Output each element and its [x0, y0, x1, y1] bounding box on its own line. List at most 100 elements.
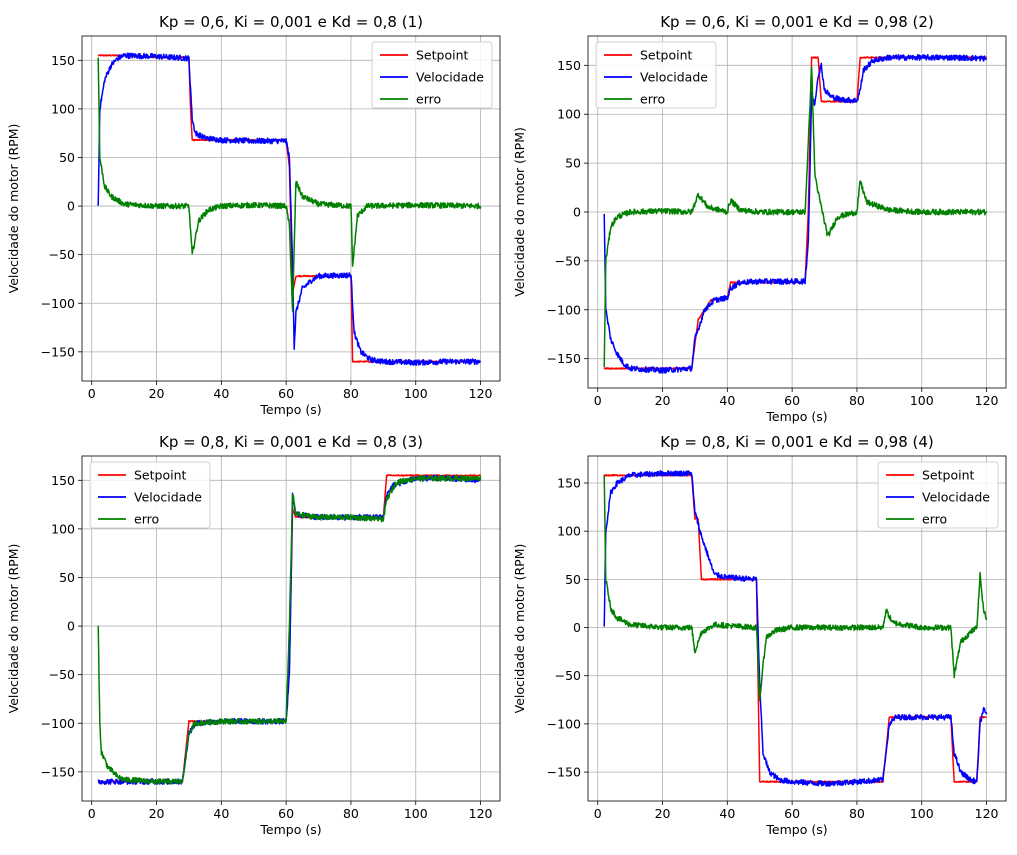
- chart-title: Kp = 0,8, Ki = 0,001 e Kd = 0,8 (3): [159, 433, 423, 451]
- y-tick-label: −150: [41, 764, 75, 779]
- axes-frame: [81, 455, 501, 802]
- legend: Setpoint Velocidade erro: [89, 461, 211, 529]
- y-axis-label: Velocidade do motor (RPM): [6, 544, 21, 714]
- y-axis-label: Velocidade do motor (RPM): [512, 127, 527, 297]
- axes-frame: [81, 35, 501, 382]
- y-tick-label: 0: [573, 620, 581, 635]
- x-tick-label: 40: [719, 393, 735, 408]
- y-tick-label: 0: [573, 205, 581, 220]
- series-erro-line: [97, 474, 482, 785]
- y-tick-label: 0: [67, 619, 75, 634]
- y-tick-label: −150: [547, 351, 581, 366]
- series-velocidade-line: [603, 470, 988, 787]
- x-tick-label: 0: [88, 806, 96, 821]
- x-tick-label: 40: [213, 806, 229, 821]
- x-tick-label: 100: [404, 386, 428, 401]
- x-tick-label: 60: [278, 806, 294, 821]
- x-tick-label: 100: [404, 806, 428, 821]
- y-tick-label: −150: [41, 344, 75, 359]
- y-tick-label: 50: [565, 156, 581, 171]
- chart-title: Kp = 0,8, Ki = 0,001 e Kd = 0,98 (4): [660, 433, 934, 451]
- x-axis-label: Tempo (s): [765, 822, 827, 837]
- series-erro-line: [603, 474, 988, 702]
- y-tick-label: 0: [67, 199, 75, 214]
- subplot-1: 0 20 40 60 80 100 120 −150 −100 −50 0 50 100 150 Kp = …: [6, 13, 501, 417]
- y-tick-label: 50: [565, 572, 581, 587]
- y-tick-label: −50: [49, 247, 75, 262]
- legend-label-setpoint: Setpoint: [134, 468, 187, 483]
- subplot-3: 0 20 40 60 80 100 120 −150 −100 −50 0 50 100 150 Kp = …: [6, 433, 501, 837]
- y-tick-label: 50: [59, 150, 75, 165]
- x-tick-label: 0: [88, 386, 96, 401]
- y-tick-label: −100: [41, 716, 75, 731]
- y-tick-label: −100: [41, 296, 75, 311]
- legend-box: [595, 41, 717, 109]
- y-tick-label: 150: [557, 475, 581, 490]
- legend-box: [89, 461, 211, 529]
- y-tick-label: 50: [59, 570, 75, 585]
- legend-label-setpoint: Setpoint: [640, 48, 693, 63]
- y-tick-label: −100: [547, 302, 581, 317]
- axes-frame: [587, 455, 1007, 802]
- x-tick-label: 120: [469, 806, 493, 821]
- chart-title: Kp = 0,6, Ki = 0,001 e Kd = 0,8 (1): [159, 13, 423, 31]
- series-erro-line: [97, 57, 482, 312]
- y-tick-label: −100: [547, 716, 581, 731]
- legend: Setpoint Velocidade erro: [877, 461, 999, 529]
- subplot-4: 0 20 40 60 80 100 120 −150 −100 −50 0 50 100 150 Kp = …: [512, 433, 1007, 837]
- legend-label-velocidade: Velocidade: [922, 490, 990, 505]
- y-tick-label: −50: [555, 668, 581, 683]
- y-tick-label: 100: [51, 521, 75, 536]
- x-axis-label: Tempo (s): [259, 402, 321, 417]
- y-tick-label: 100: [51, 101, 75, 116]
- y-axis-label: Velocidade do motor (RPM): [6, 124, 21, 294]
- y-tick-label: 150: [51, 53, 75, 68]
- x-tick-label: 20: [149, 806, 165, 821]
- series-velocidade-line: [603, 54, 988, 374]
- x-tick-label: 120: [975, 393, 999, 408]
- legend-label-velocidade: Velocidade: [640, 70, 708, 85]
- x-tick-label: 0: [594, 806, 602, 821]
- x-tick-label: 100: [910, 393, 934, 408]
- y-tick-label: 100: [557, 107, 581, 122]
- legend-label-setpoint: Setpoint: [922, 468, 975, 483]
- series-erro-line: [603, 66, 987, 368]
- x-tick-label: 20: [655, 806, 671, 821]
- x-tick-label: 80: [343, 386, 359, 401]
- x-tick-label: 80: [343, 806, 359, 821]
- x-tick-label: 20: [655, 393, 671, 408]
- x-tick-label: 120: [975, 806, 999, 821]
- legend-box: [371, 41, 493, 109]
- y-tick-label: −50: [49, 667, 75, 682]
- x-tick-label: 40: [213, 386, 229, 401]
- x-tick-label: 40: [719, 806, 735, 821]
- y-tick-label: 150: [51, 473, 75, 488]
- legend-label-erro: erro: [922, 512, 947, 527]
- y-tick-label: 100: [557, 524, 581, 539]
- chart-title: Kp = 0,6, Ki = 0,001 e Kd = 0,98 (2): [660, 13, 934, 31]
- legend: Setpoint Velocidade erro: [371, 41, 493, 109]
- legend-label-velocidade: Velocidade: [134, 490, 202, 505]
- x-tick-label: 60: [278, 386, 294, 401]
- legend-label-velocidade: Velocidade: [416, 70, 484, 85]
- x-tick-label: 80: [849, 806, 865, 821]
- legend-box: [877, 461, 999, 529]
- x-tick-label: 120: [469, 386, 493, 401]
- x-tick-label: 0: [594, 393, 602, 408]
- x-tick-label: 60: [784, 393, 800, 408]
- subplot-2: 0 20 40 60 80 100 120 −150 −100 −50 0 50 100 150 Kp = …: [512, 13, 1007, 424]
- legend-label-erro: erro: [640, 92, 665, 107]
- y-tick-label: −50: [555, 253, 581, 268]
- x-tick-label: 20: [149, 386, 165, 401]
- legend: Setpoint Velocidade erro: [595, 41, 717, 109]
- series-velocidade-line: [97, 52, 481, 366]
- y-tick-label: −150: [547, 765, 581, 780]
- x-tick-label: 100: [910, 806, 934, 821]
- legend-label-erro: erro: [134, 512, 159, 527]
- x-axis-label: Tempo (s): [765, 409, 827, 424]
- x-axis-label: Tempo (s): [259, 822, 321, 837]
- legend-label-erro: erro: [416, 92, 441, 107]
- y-axis-label: Velocidade do motor (RPM): [512, 544, 527, 714]
- x-tick-label: 80: [849, 393, 865, 408]
